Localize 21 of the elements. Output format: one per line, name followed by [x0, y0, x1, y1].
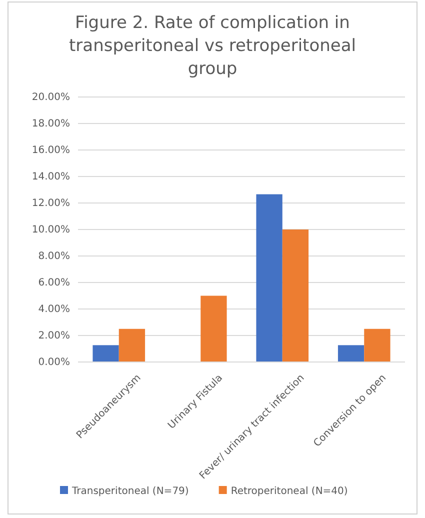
bar: [256, 194, 282, 362]
y-tick-label: 16.00%: [32, 145, 70, 156]
y-tick-label: 18.00%: [32, 118, 70, 130]
bar: [364, 328, 390, 362]
legend-label: Retroperitoneal (N=40): [230, 486, 348, 497]
bar: [92, 345, 119, 362]
y-tick-label: 6.00%: [38, 278, 70, 289]
y-tick-label: 4.00%: [38, 304, 70, 316]
y-tick-label: 10.00%: [32, 224, 70, 236]
y-tick-label: 2.00%: [38, 330, 70, 342]
y-tick-label: 14.00%: [32, 172, 70, 183]
bar: [118, 328, 146, 362]
y-tick-label: 12.00%: [32, 198, 70, 210]
legend-label: Transperitoneal (N=79): [71, 486, 189, 497]
bar: [282, 230, 309, 362]
bar: [338, 345, 364, 362]
bar: [200, 296, 227, 362]
y-tick-label: 20.00%: [32, 92, 70, 104]
y-tick-label: 0.00%: [38, 357, 70, 368]
y-tick-label: 8.00%: [38, 251, 70, 262]
chart-title: Figure 2. Rate of complication in transperitoneal vs retroperitoneal group: [69, 13, 356, 79]
